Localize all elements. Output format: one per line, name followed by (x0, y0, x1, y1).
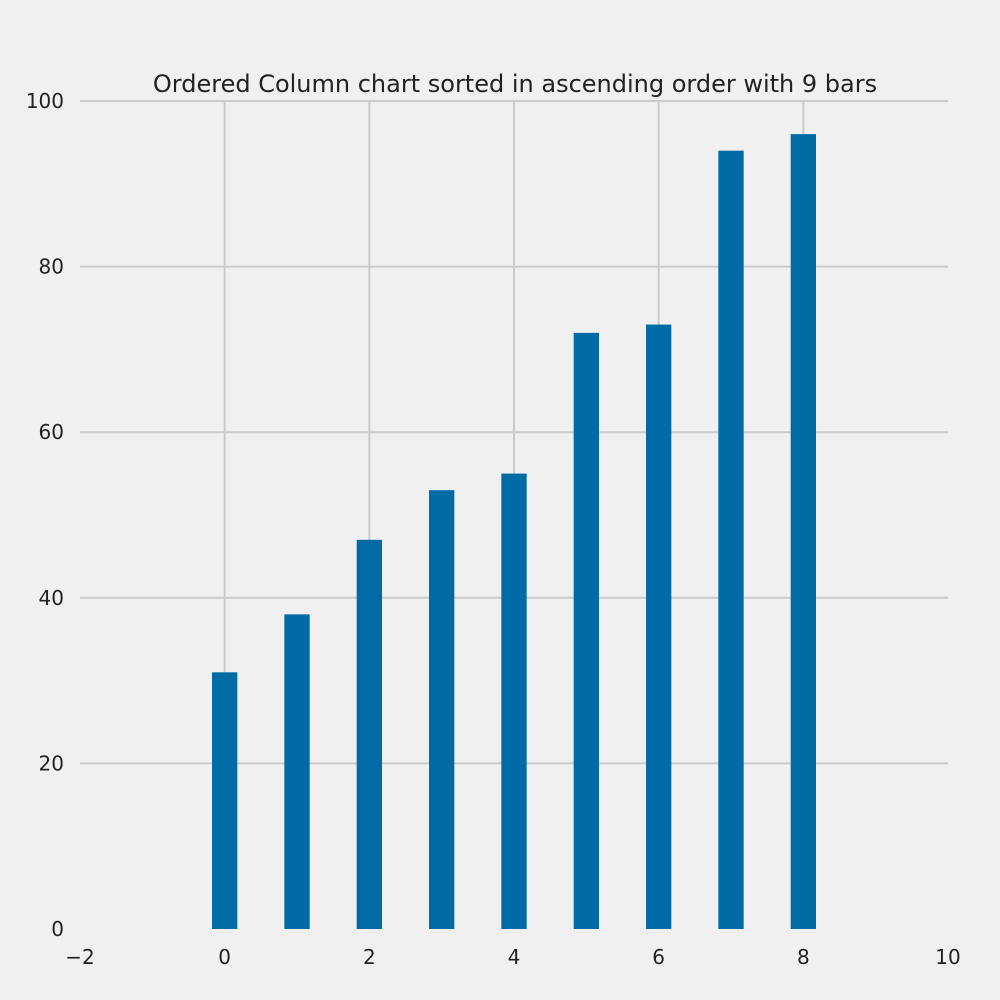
y-axis-tick-labels: 0 20 40 60 80 100 (26, 89, 64, 941)
x-tick-label: 6 (652, 945, 665, 969)
y-tick-label: 100 (26, 89, 64, 113)
bar-1 (284, 614, 310, 929)
bar-5 (573, 332, 599, 930)
bar-3 (429, 490, 455, 929)
bar-4 (501, 473, 527, 929)
y-tick-label: 20 (39, 751, 64, 775)
bar-6 (646, 324, 672, 929)
bar-8 (790, 134, 816, 929)
bar-7 (718, 150, 744, 929)
y-tick-label: 0 (51, 917, 64, 941)
x-tick-label: 0 (218, 945, 231, 969)
y-tick-label: 40 (39, 586, 64, 610)
chart-title: Ordered Column chart sorted in ascending… (153, 70, 877, 98)
y-tick-label: 60 (39, 420, 64, 444)
x-tick-label: −2 (65, 945, 94, 969)
x-tick-label: 8 (797, 945, 810, 969)
x-tick-label: 2 (363, 945, 376, 969)
bar-0 (212, 672, 238, 929)
x-tick-label: 4 (508, 945, 521, 969)
bar-2 (356, 539, 382, 929)
x-axis-tick-labels: −2 0 2 4 6 8 10 (65, 945, 960, 969)
y-tick-label: 80 (39, 255, 64, 279)
x-tick-label: 10 (935, 945, 960, 969)
bars (212, 134, 816, 930)
